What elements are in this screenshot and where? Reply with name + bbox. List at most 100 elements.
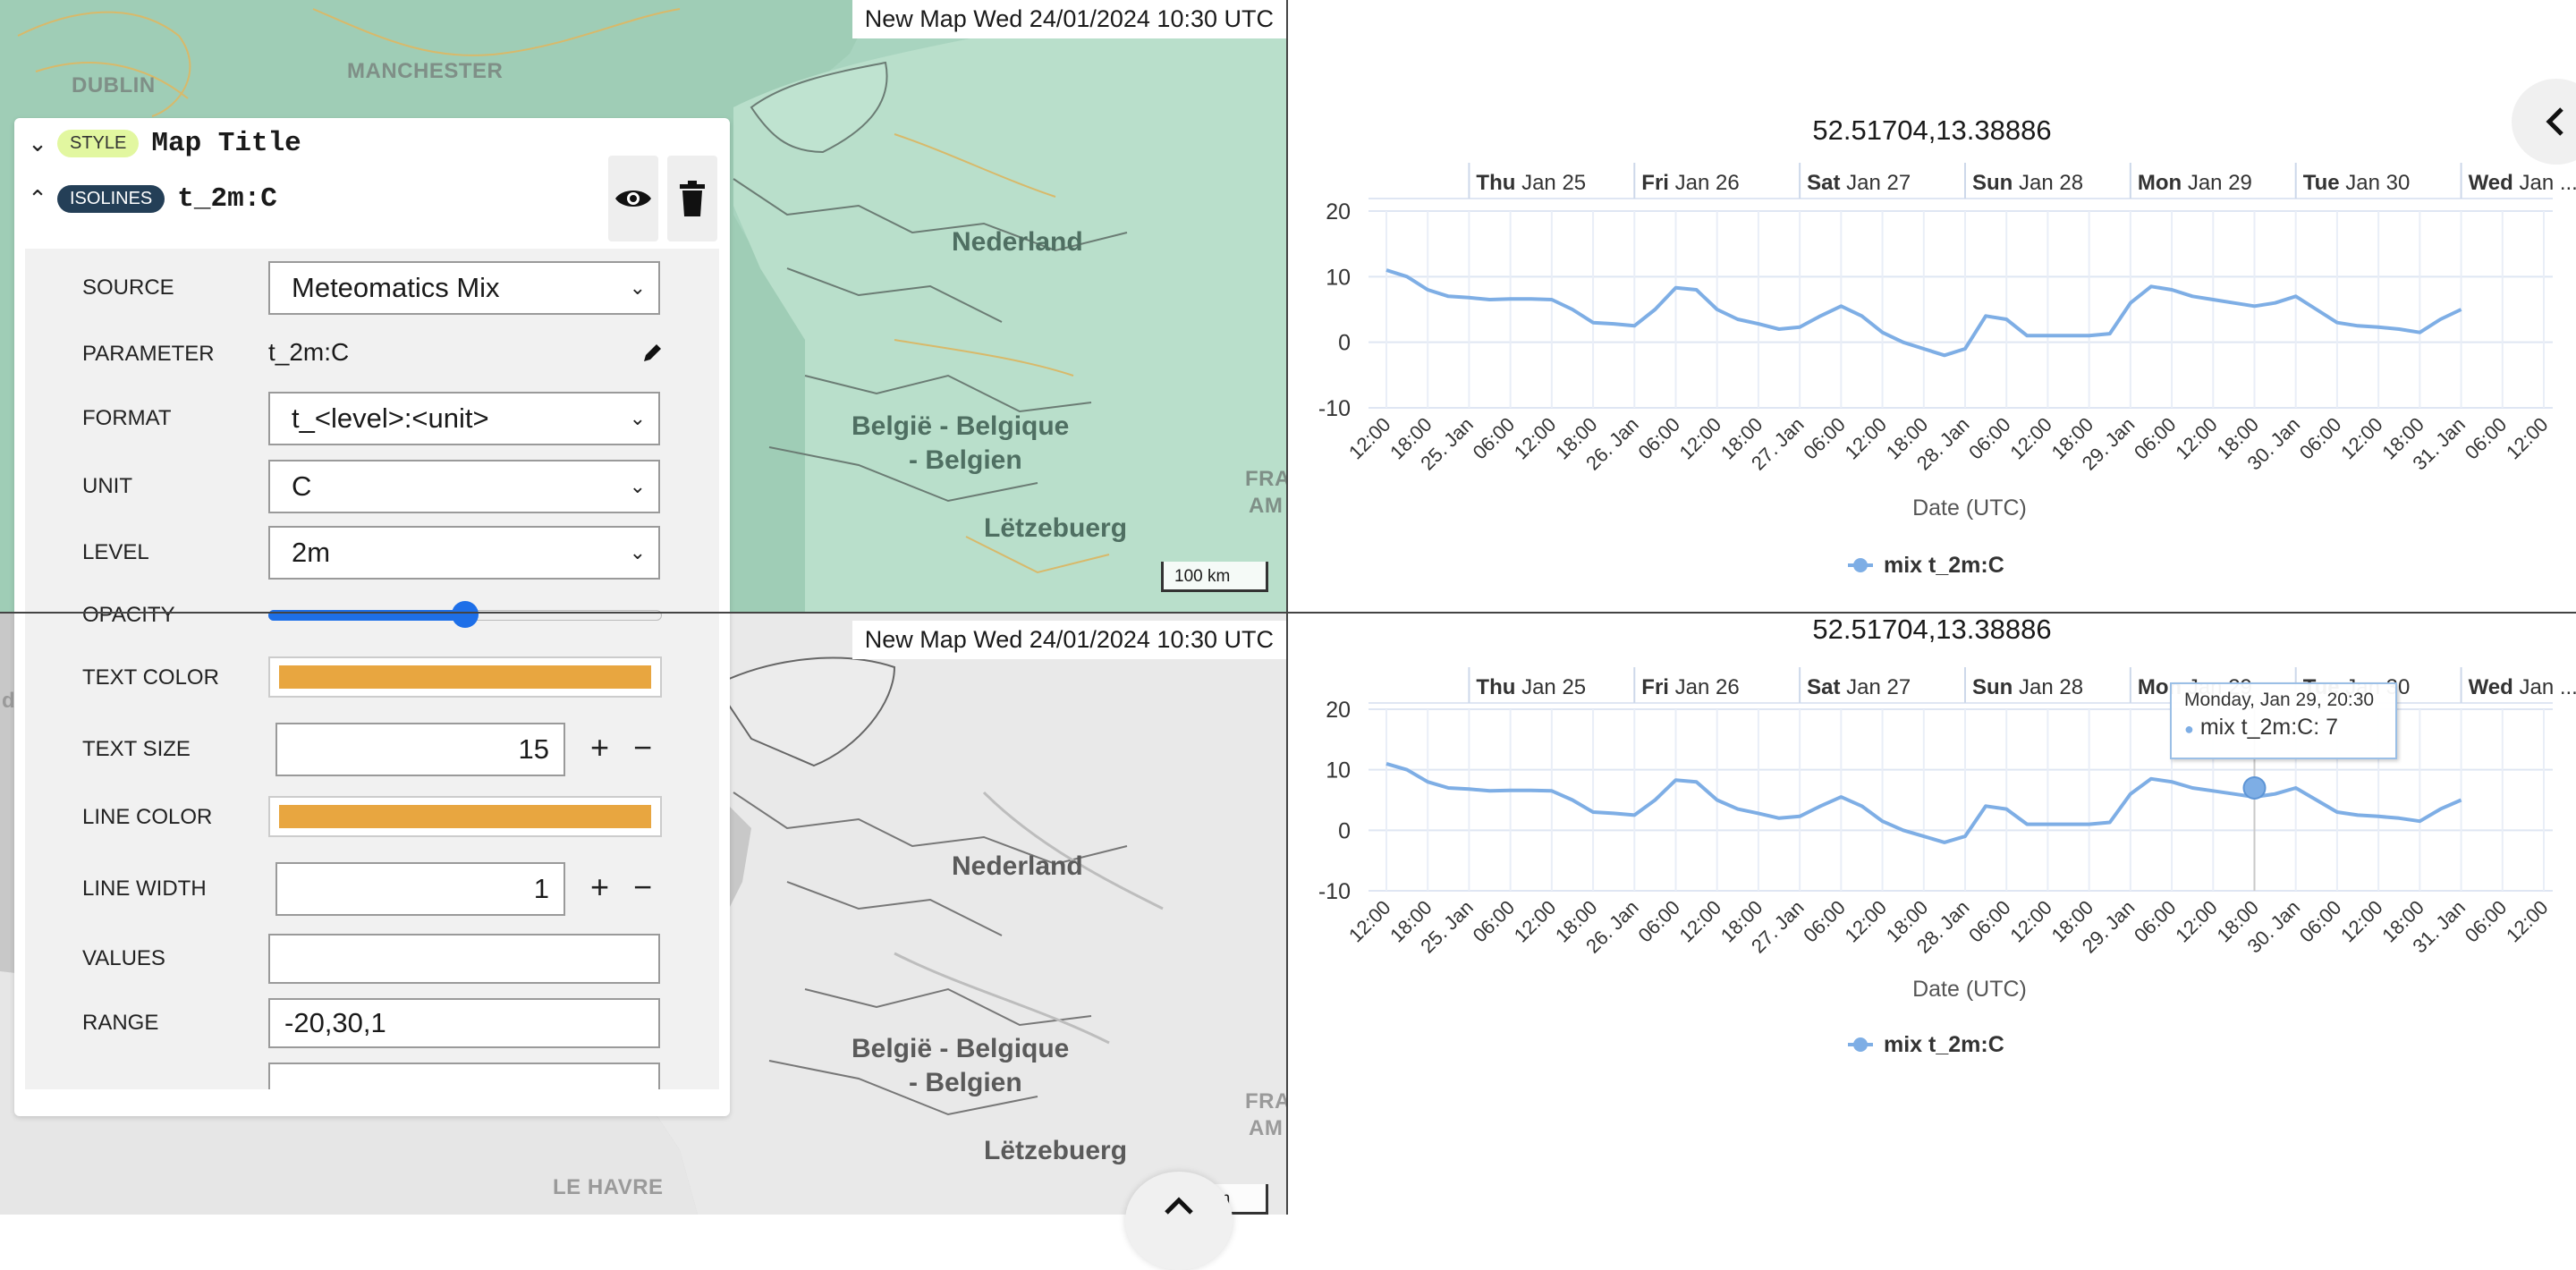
- x-tick-label: 06:00: [2130, 413, 2181, 464]
- x-tick-label: 06:00: [1633, 896, 1684, 947]
- increment-button[interactable]: +: [590, 868, 610, 905]
- top-day-label: Wed Jan ...: [2469, 675, 2576, 699]
- series-dot-icon: ●: [2184, 720, 2194, 738]
- x-tick-label: 12:00: [1344, 896, 1395, 947]
- chevron-down-icon: ⌄: [629, 276, 646, 299]
- x-axis-label: Date (UTC): [1912, 495, 2027, 521]
- map-label-nederland: Nederland: [952, 851, 1083, 881]
- partial-input[interactable]: [268, 1063, 660, 1089]
- unit-row: UNIT C ⌄: [25, 460, 719, 513]
- x-tick-label: 12:00: [2336, 896, 2387, 947]
- map-label-manchester: MANCHESTER: [347, 59, 504, 83]
- legend-label: mix t_2m:C: [1884, 1032, 2004, 1057]
- chevron-left-icon: [2546, 107, 2563, 136]
- x-tick-label: 06:00: [1964, 413, 2015, 464]
- map-label-frankfurt: FRANKF: [1245, 1089, 1286, 1113]
- series-line: [1385, 761, 2462, 844]
- map-label-dublin: DUBLIN: [72, 73, 156, 97]
- vertical-divider[interactable]: [1286, 0, 1288, 1215]
- x-tick-label: 06:00: [1799, 896, 1850, 947]
- x-tick-label: 12:00: [1840, 413, 1891, 464]
- line-color-row: LINE COLOR: [25, 796, 719, 841]
- x-tick-label: 12:00: [1344, 413, 1395, 464]
- map-label-am-main: AM MA: [1249, 1116, 1286, 1140]
- opacity-slider[interactable]: [268, 601, 662, 628]
- x-tick-label: 06:00: [2461, 413, 2512, 464]
- color-swatch: [279, 665, 651, 689]
- layer-panel: ⌄ STYLE Map Title ⌃ ISOLINES t_2m:C SOUR…: [14, 118, 730, 1116]
- map-label-nederland: Nederland: [952, 227, 1083, 257]
- chevron-up-icon[interactable]: ⌃: [28, 184, 47, 212]
- legend-marker: [1853, 558, 1868, 572]
- x-tick-label: 06:00: [2130, 896, 2181, 947]
- line-width-input[interactable]: 1: [275, 862, 565, 916]
- y-tick-label: 20: [1326, 199, 1351, 224]
- visibility-button[interactable]: [608, 156, 658, 241]
- expand-button[interactable]: [1125, 1172, 1233, 1270]
- pencil-icon[interactable]: [642, 342, 664, 363]
- range-label: RANGE: [82, 1011, 159, 1035]
- text-color-row: TEXT COLOR: [25, 656, 719, 701]
- map-label-frankfurt: FRANKF: [1245, 467, 1286, 491]
- map-label-belgie: België - Belgique: [852, 411, 1070, 441]
- layer-settings: SOURCE Meteomatics Mix ⌄ PARAMETER t_2m:C…: [25, 249, 719, 1089]
- top-day-label: Wed Jan ...: [2469, 171, 2576, 195]
- line-color-picker[interactable]: [268, 796, 662, 837]
- opacity-row: OPACITY: [25, 597, 719, 633]
- unit-select[interactable]: C ⌄: [268, 460, 660, 513]
- y-tick-label: 10: [1326, 758, 1351, 783]
- decrement-button[interactable]: −: [633, 729, 653, 766]
- map-scalebar: 100 km: [1161, 562, 1268, 592]
- trash-icon: [680, 181, 705, 216]
- x-tick-label: 12:00: [2171, 896, 2222, 947]
- map-label-belgie: België - Belgique: [852, 1034, 1070, 1063]
- chevron-down-icon: ⌄: [629, 407, 646, 429]
- legend-marker: [1853, 1037, 1868, 1052]
- values-input[interactable]: [268, 934, 660, 984]
- top-day-label: Mon Jan 29: [2138, 171, 2252, 195]
- layer-title: Map Title: [151, 127, 301, 159]
- y-tick-label: -10: [1318, 396, 1351, 421]
- x-tick-label: 06:00: [2461, 896, 2512, 947]
- level-select[interactable]: 2m ⌄: [268, 526, 660, 580]
- chart-title: 52.51704,13.38886: [1812, 614, 2052, 645]
- layer-style-header[interactable]: ⌄ STYLE Map Title: [18, 118, 301, 168]
- top-day-label: Sun Jan 28: [1972, 171, 2083, 195]
- source-row: SOURCE Meteomatics Mix ⌄: [25, 261, 719, 315]
- x-tick-label: 06:00: [1964, 896, 2015, 947]
- unit-label: UNIT: [82, 474, 132, 498]
- chevron-down-icon: ⌄: [629, 475, 646, 497]
- chart-top-plot[interactable]: Thu Jan 25 Fri Jan 26 Sat Jan 27 Sun Jan 28…: [1288, 0, 2576, 612]
- map-timestamp: New Map Wed 24/01/2024 10:30 UTC: [852, 0, 1286, 38]
- map-label-belgien: - Belgien: [909, 445, 1022, 475]
- chevron-down-icon[interactable]: ⌄: [28, 129, 47, 157]
- x-tick-label: 12:00: [1510, 413, 1561, 464]
- top-day-label: Sat Jan 27: [1807, 675, 1911, 699]
- map-timestamp: New Map Wed 24/01/2024 10:30 UTC: [852, 621, 1286, 659]
- highlight-point: [2242, 775, 2267, 800]
- map-label-d: d: [2, 689, 16, 713]
- text-size-input[interactable]: 15: [275, 723, 565, 776]
- layer-isolines-header[interactable]: ⌃ ISOLINES t_2m:C: [18, 163, 277, 234]
- horizontal-divider[interactable]: [0, 612, 2576, 614]
- text-color-picker[interactable]: [268, 656, 662, 698]
- x-tick-label: 12:00: [1675, 413, 1726, 464]
- top-day-label: Fri Jan 26: [1641, 675, 1739, 699]
- level-row: LEVEL 2m ⌄: [25, 526, 719, 580]
- range-input[interactable]: -20,30,1: [268, 998, 660, 1048]
- delete-layer-button[interactable]: [667, 156, 717, 241]
- eye-icon: [615, 190, 651, 207]
- chart-top[interactable]: 52.51704,13.38886 Thu Jan 25 Fri Jan 26 Sa…: [1288, 0, 2576, 612]
- format-row: FORMAT t_<level>:<unit> ⌄: [25, 392, 719, 445]
- format-select[interactable]: t_<level>:<unit> ⌄: [268, 392, 660, 445]
- decrement-button[interactable]: −: [633, 868, 653, 905]
- layer-title: t_2m:C: [177, 182, 277, 215]
- source-select[interactable]: Meteomatics Mix ⌄: [268, 261, 660, 315]
- slider-thumb[interactable]: [452, 601, 479, 628]
- increment-button[interactable]: +: [590, 729, 610, 766]
- x-tick-label: 06:00: [1633, 413, 1684, 464]
- y-tick-label: 10: [1326, 265, 1351, 290]
- chevron-up-icon: [1165, 1197, 1193, 1215]
- back-button[interactable]: [2512, 79, 2576, 165]
- format-label: FORMAT: [82, 406, 172, 430]
